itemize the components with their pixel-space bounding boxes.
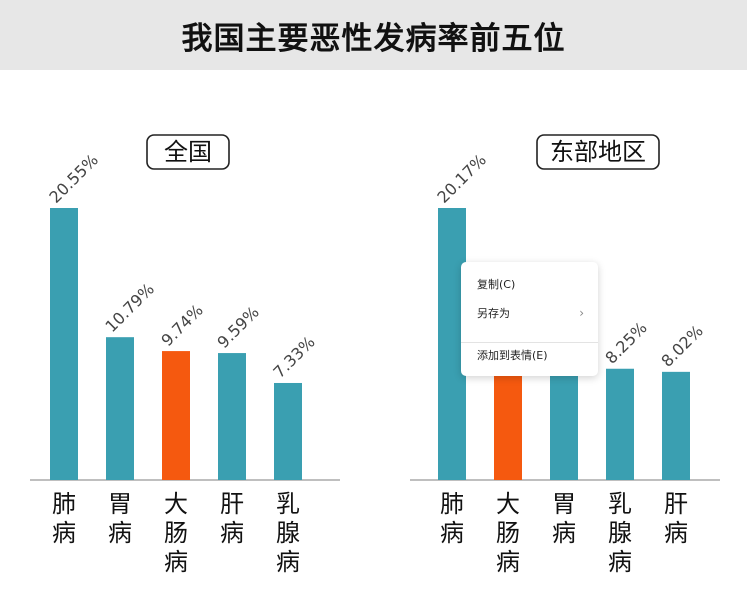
category-label-2-5: 病	[664, 519, 688, 547]
category-label-1-3: 病	[164, 548, 188, 576]
category-label-2-2: 病	[496, 548, 520, 576]
category-label-1-1: 病	[52, 519, 76, 547]
category-label-2-5: 肝	[664, 490, 688, 518]
data-label-2-5: 8.02%	[657, 321, 706, 370]
category-label-1-1: 肺	[52, 490, 76, 518]
category-label-2-2: 大	[496, 490, 520, 518]
data-label-1-1: 20.55%	[45, 150, 102, 207]
bar-2-3	[550, 364, 578, 480]
data-label-1-3: 9.74%	[157, 301, 206, 350]
menu-item-add-to-stickers[interactable]: 添加到表情(E)	[461, 343, 598, 367]
data-label-1-2: 10.79%	[101, 279, 158, 336]
panel-1-title: 全国	[164, 138, 212, 166]
data-label-2-1: 20.17%	[433, 150, 490, 207]
data-label-1-5: 7.33%	[269, 332, 318, 381]
category-label-1-5: 病	[276, 548, 300, 576]
context-menu: 复制(C) 另存为 › 添加到表情(E)	[461, 262, 598, 376]
category-label-2-1: 病	[440, 519, 464, 547]
category-label-1-4: 肝	[220, 490, 244, 518]
category-label-1-2: 病	[108, 519, 132, 547]
category-label-1-3: 大	[164, 490, 188, 518]
panel-1-title-box	[146, 134, 230, 170]
page-title: 我国主要恶性发病率前五位	[181, 20, 566, 57]
bar-2-5	[662, 371, 690, 480]
bar-1-2	[106, 337, 134, 480]
category-label-2-3: 胃	[552, 490, 576, 518]
category-label-1-2: 胃	[108, 490, 132, 518]
category-label-1-5: 乳	[276, 490, 300, 518]
category-label-1-4: 病	[220, 519, 244, 547]
panel-2-title: 东部地区	[550, 138, 646, 166]
category-label-2-4: 腺	[608, 519, 632, 547]
panel-2-title-box	[536, 134, 660, 170]
menu-item-save-as[interactable]: 另存为 ›	[461, 301, 598, 325]
bar-2-4	[606, 368, 634, 480]
category-label-1-3: 肠	[164, 519, 188, 547]
chevron-right-icon: ›	[579, 306, 584, 320]
title-bar: 我国主要恶性发病率前五位	[0, 0, 747, 70]
menu-item-add-to-stickers-label: 添加到表情(E)	[477, 349, 548, 362]
category-label-1-5: 腺	[276, 519, 300, 547]
category-label-2-4: 乳	[608, 490, 632, 518]
menu-item-copy[interactable]: 复制(C)	[461, 272, 598, 296]
category-label-2-4: 病	[608, 548, 632, 576]
category-label-2-1: 肺	[440, 490, 464, 518]
data-label-1-4: 9.59%	[213, 303, 262, 352]
category-label-2-3: 病	[552, 519, 576, 547]
data-label-2-4: 8.25%	[601, 318, 650, 367]
menu-separator	[461, 342, 598, 343]
bar-1-4	[218, 353, 246, 480]
bar-1-1	[50, 208, 78, 480]
category-label-2-2: 肠	[496, 519, 520, 547]
bar-1-5	[274, 382, 302, 480]
menu-item-copy-label: 复制(C)	[477, 278, 516, 291]
menu-item-save-as-label: 另存为	[477, 307, 510, 320]
bar-1-3	[162, 351, 190, 480]
